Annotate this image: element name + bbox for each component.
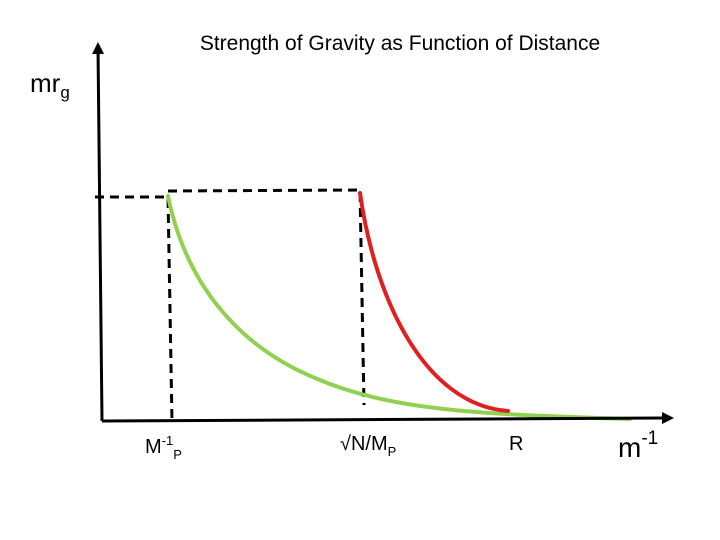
x-tick-2-subscript: P bbox=[387, 444, 397, 459]
y-axis-label: mrg bbox=[30, 68, 70, 103]
x-tick-label-1: M-1P bbox=[145, 433, 182, 462]
chart-title: Strength of Gravity as Function of Dista… bbox=[199, 32, 601, 55]
y-axis-label-subscript: g bbox=[60, 83, 70, 102]
x-axis bbox=[101, 412, 674, 425]
green-curve bbox=[166, 194, 632, 421]
x-tick-label-2: √N/MP bbox=[340, 433, 396, 459]
x-tick-3-base: R bbox=[509, 433, 524, 455]
dashed-guide-low-plateau bbox=[95, 195, 174, 423]
y-axis bbox=[92, 42, 105, 422]
x-tick-1-superscript: -1 bbox=[161, 433, 174, 448]
x-tick-1-subscript: P bbox=[173, 447, 182, 462]
x-tick-2-base: √N/M bbox=[340, 433, 388, 455]
x-tick-label-3: R bbox=[509, 433, 523, 456]
x-axis-label-superscript: -1 bbox=[641, 428, 659, 449]
y-axis-label-base: mr bbox=[30, 68, 61, 98]
dashed-guide-high-plateau bbox=[167, 188, 366, 406]
x-axis-label-base: m bbox=[618, 432, 642, 463]
red-curve bbox=[358, 191, 510, 413]
x-axis-label: m-1 bbox=[618, 428, 658, 464]
x-tick-1-base: M bbox=[145, 436, 162, 458]
